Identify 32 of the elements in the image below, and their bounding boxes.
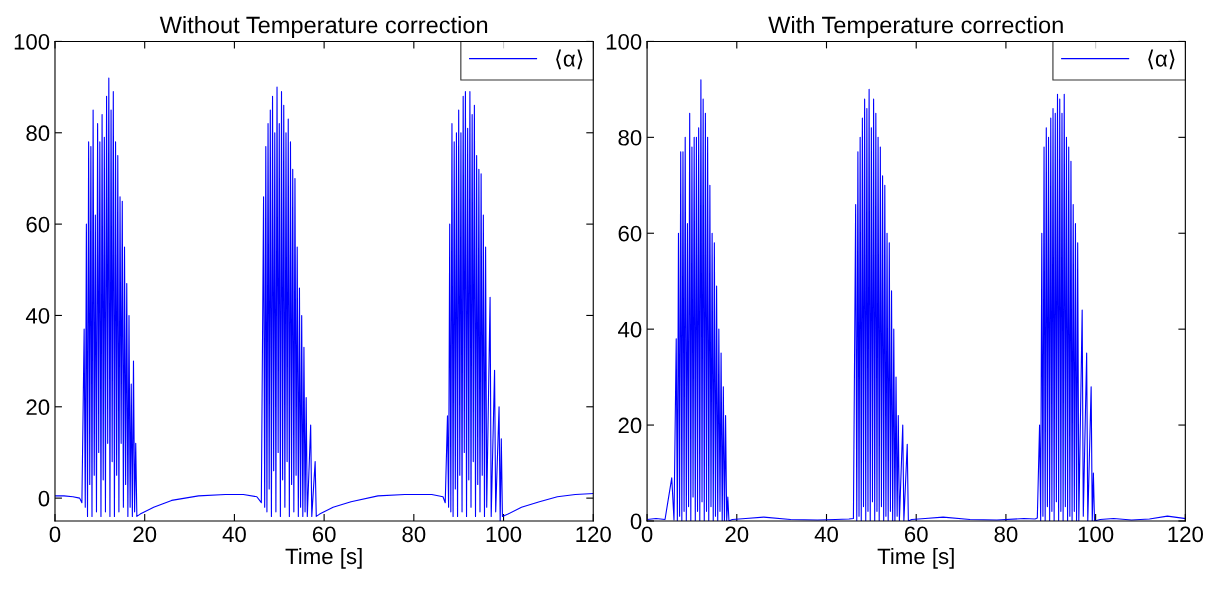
x-tick-label: 40 — [222, 526, 246, 543]
chart-title: Without Temperature correction — [159, 16, 488, 39]
y-tick-label: 100 — [14, 33, 50, 50]
x-tick-label: 20 — [133, 526, 157, 543]
y-tick-label: 0 — [38, 490, 50, 507]
x-tick-label: 100 — [1078, 526, 1114, 543]
y-tick-label: 60 — [26, 216, 50, 233]
y-tick-label: 40 — [25, 307, 50, 324]
chart-title: With Temperature correction — [768, 16, 1063, 39]
x-axis-title: Time [s] — [285, 547, 362, 569]
x-tick-label: 60 — [312, 526, 336, 543]
x-tick-label: 120 — [1168, 526, 1204, 543]
y-tick-label: 0 — [630, 513, 642, 530]
x-tick-label: 100 — [486, 526, 522, 543]
y-tick-label: 20 — [26, 399, 50, 416]
y-tick-label: 60 — [618, 225, 642, 242]
x-tick-label: 0 — [49, 526, 61, 543]
x-axis-title: Time [s] — [877, 547, 954, 569]
y-tick-label: 40 — [618, 321, 642, 338]
y-tick-label: 80 — [26, 125, 50, 142]
legend-label: ⟨α⟩ — [1148, 49, 1175, 70]
x-tick-label: 120 — [576, 526, 611, 543]
x-tick-label: 40 — [814, 526, 838, 543]
y-tick-label: 100 — [606, 33, 642, 50]
y-tick-label: 20 — [618, 417, 642, 434]
x-tick-label: 60 — [904, 526, 928, 543]
x-tick-label: 80 — [994, 526, 1018, 543]
legend-label: ⟨α⟩ — [556, 49, 583, 70]
x-tick-label: 20 — [725, 526, 749, 543]
x-tick-label: 80 — [402, 526, 426, 543]
y-tick-label: 80 — [618, 129, 642, 146]
x-tick-label: 0 — [641, 526, 653, 543]
